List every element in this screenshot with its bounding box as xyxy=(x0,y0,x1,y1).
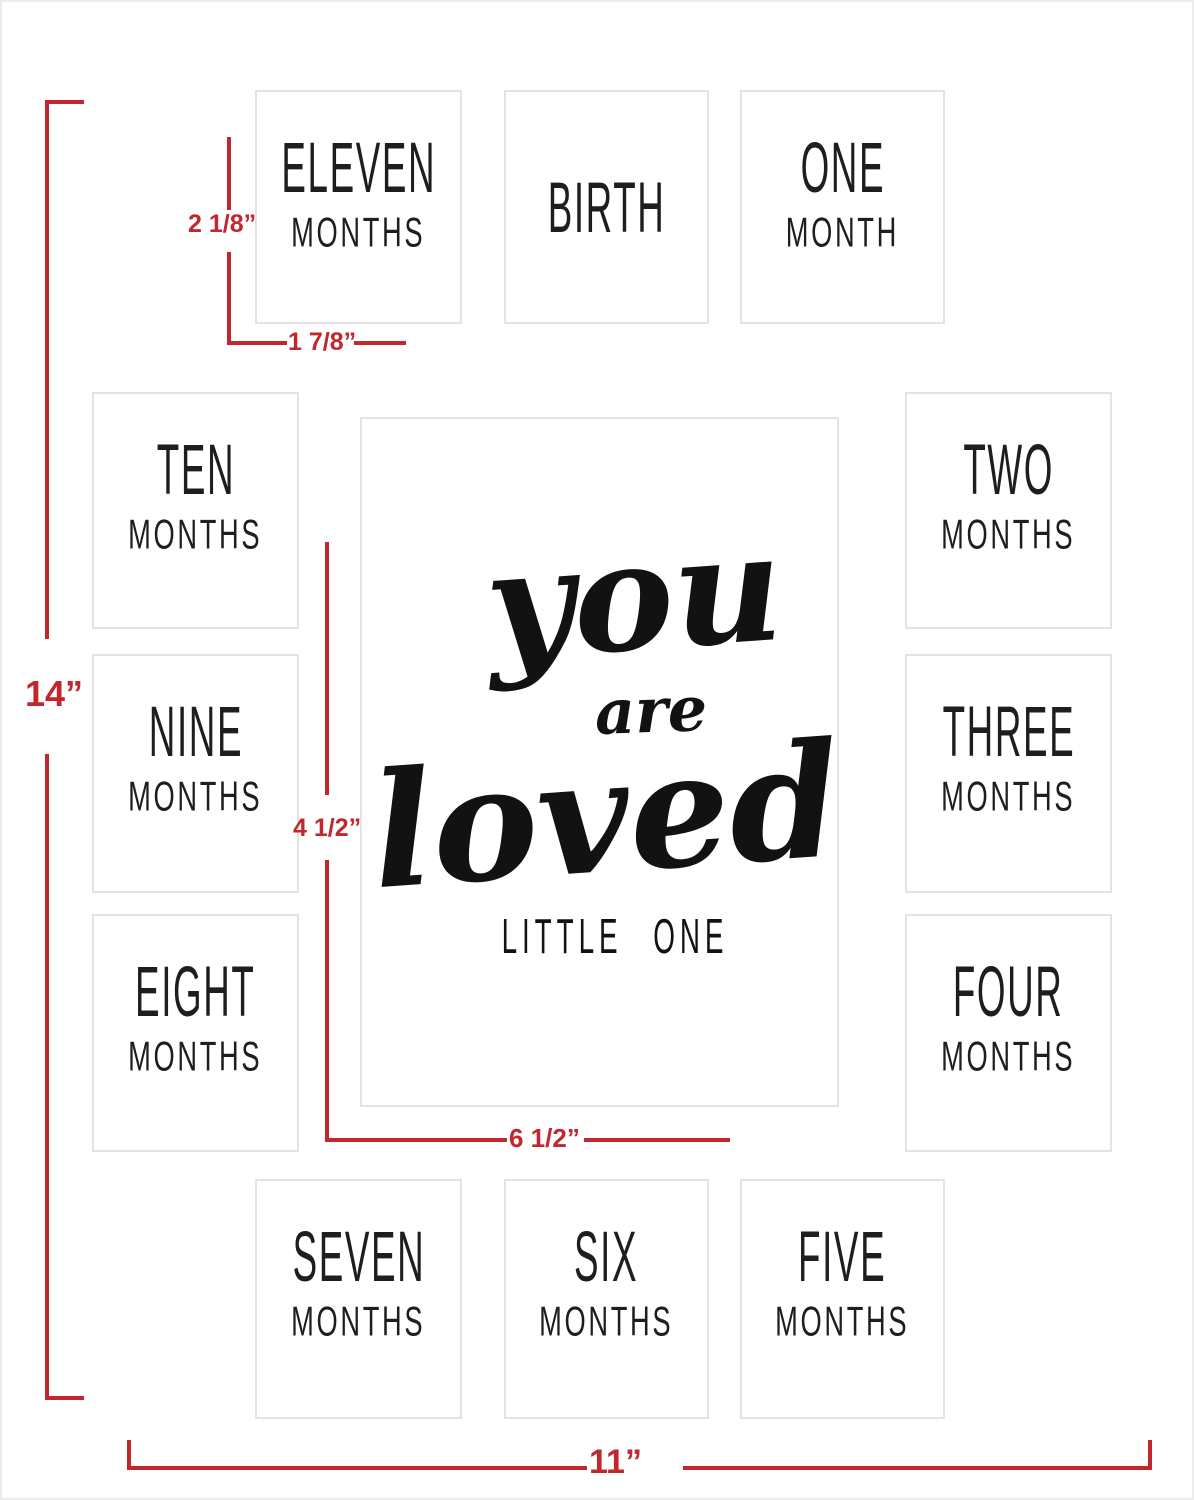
dim-14-tick-bottom xyxy=(45,1396,84,1400)
opening-label-line1: SIX xyxy=(574,1215,639,1297)
dim-11-line-right xyxy=(683,1466,1152,1470)
opening-label-line2: MONTHS xyxy=(128,1032,263,1081)
opening-two-months: TWO MONTHS xyxy=(905,392,1112,629)
opening-birth: BIRTH xyxy=(504,90,709,324)
opening-six-months: SIX MONTHS xyxy=(504,1179,709,1419)
dim-center-width-label: 6 1/2” xyxy=(509,1123,580,1153)
dim-small-width-label: 1 7/8” xyxy=(288,328,357,356)
opening-label-line1: TEN xyxy=(156,428,235,510)
dim-11-tick-left xyxy=(127,1440,131,1470)
opening-ten-months: TEN MONTHS xyxy=(92,392,299,629)
opening-label-line1: SEVEN xyxy=(292,1215,425,1297)
opening-seven-months: SEVEN MONTHS xyxy=(255,1179,462,1419)
opening-label-line1: FOUR xyxy=(953,950,1064,1032)
opening-eleven-months: ELEVEN MONTHS xyxy=(255,90,462,324)
dim-small-width-line-right xyxy=(354,341,406,345)
opening-label-line2: MONTHS xyxy=(291,208,426,257)
opening-label-line1: TWO xyxy=(963,428,1054,510)
dim-11-tick-right xyxy=(1148,1440,1152,1470)
dim-small-height-label: 2 1/8” xyxy=(188,210,257,238)
opening-label-line2: MONTHS xyxy=(941,510,1076,559)
opening-label-line2: MONTHS xyxy=(128,510,263,559)
dim-center-width-line-right xyxy=(584,1138,730,1142)
dim-center-width-line-left xyxy=(325,1138,507,1142)
opening-label-line2: MONTHS xyxy=(941,772,1076,821)
center-art-word-loved: loved xyxy=(365,707,846,926)
center-art-word-you: you xyxy=(480,498,788,696)
center-opening: you are loved LITTLE ONE xyxy=(360,417,846,1107)
dim-11-label: 11” xyxy=(589,1443,642,1481)
dim-center-height-label: 4 1/2” xyxy=(293,814,362,842)
dim-11-line-left xyxy=(127,1466,587,1470)
dim-small-height-line-upper xyxy=(227,137,231,210)
opening-label-line1: FIVE xyxy=(798,1215,887,1297)
dim-center-height-line-upper xyxy=(325,542,329,795)
opening-four-months: FOUR MONTHS xyxy=(905,914,1112,1152)
opening-label-line2: MONTHS xyxy=(941,1032,1076,1081)
opening-label-line1: NINE xyxy=(148,690,243,772)
opening-label-line2: MONTHS xyxy=(775,1297,910,1346)
opening-label-line1: EIGHT xyxy=(135,950,256,1032)
center-art-subtitle: LITTLE ONE xyxy=(501,909,729,965)
opening-label-line1: ONE xyxy=(800,126,885,208)
dim-14-line-upper xyxy=(45,102,49,639)
opening-label-line2: MONTHS xyxy=(128,772,263,821)
opening-nine-months: NINE MONTHS xyxy=(92,654,299,893)
dim-14-line-lower xyxy=(45,754,49,1400)
opening-one-month: ONE MONTH xyxy=(740,90,945,324)
dim-small-height-line-lower xyxy=(227,252,231,345)
dim-14-tick-top xyxy=(45,100,84,104)
opening-label-line1: THREE xyxy=(942,690,1075,772)
opening-three-months: THREE MONTHS xyxy=(905,654,1112,893)
opening-label-line2: MONTH xyxy=(785,208,900,257)
opening-label-line2: MONTHS xyxy=(291,1297,426,1346)
dim-small-width-line-left xyxy=(227,341,287,345)
opening-label-line2: MONTHS xyxy=(539,1297,674,1346)
opening-eight-months: EIGHT MONTHS xyxy=(92,914,299,1152)
opening-five-months: FIVE MONTHS xyxy=(740,1179,945,1419)
dim-14-label: 14” xyxy=(25,673,84,714)
opening-label-line1: BIRTH xyxy=(547,166,666,248)
opening-label-line1: ELEVEN xyxy=(281,126,436,208)
dim-center-height-line-lower xyxy=(325,860,329,1140)
